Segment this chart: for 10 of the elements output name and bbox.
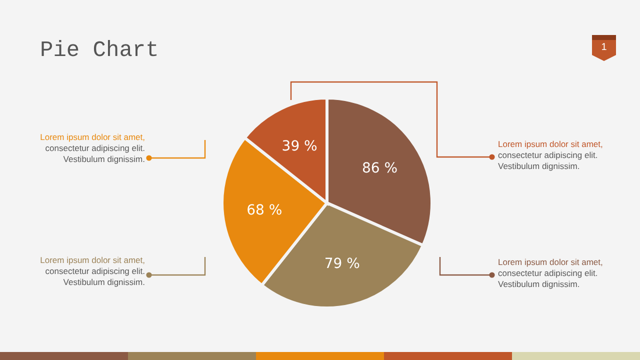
page-badge: 1 xyxy=(592,35,616,61)
data-label: 79 % xyxy=(324,256,360,272)
data-label: 39 % xyxy=(282,138,318,154)
text: Lorem ipsum dolor sit amet, consectetur adipiscing elit. Vestibulum dignissim. xyxy=(40,255,145,287)
data-label: 86 % xyxy=(362,160,398,177)
data-label: 68 % xyxy=(246,202,282,218)
text: Lorem ipsum dolor sit amet, consectetur adipiscing elit. Vestibulum dignissim. xyxy=(40,132,145,164)
text: Lorem ipsum dolor sit amet, consectetur adipiscing elit. Vestibulum dignissim. xyxy=(498,139,603,171)
text: Lorem ipsum dolor sit amet, consectetur adipiscing elit. Vestibulum dignissim. xyxy=(498,257,603,289)
chart-title: Pie Chart xyxy=(40,38,159,63)
